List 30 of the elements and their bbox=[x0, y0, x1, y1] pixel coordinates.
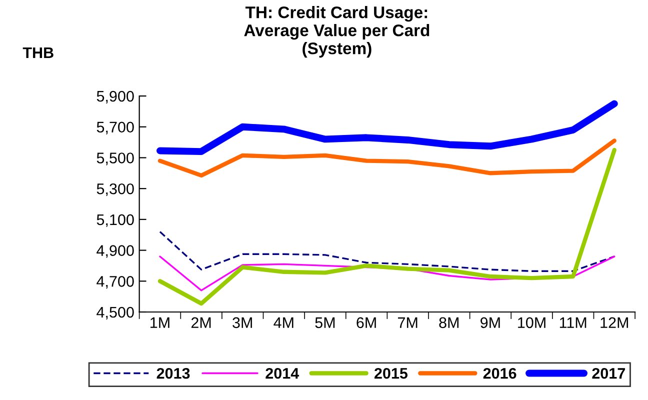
y-tick-label: 5,300 bbox=[96, 183, 134, 196]
x-tick-label: 10M bbox=[518, 317, 546, 328]
chart-title: TH: Credit Card Usage: Average Value per Card (System) bbox=[244, 6, 430, 58]
line-series bbox=[158, 148, 616, 306]
y-tick-label: 5,900 bbox=[96, 90, 134, 104]
legend-label: 2017 bbox=[592, 368, 625, 379]
x-tick-label: 7M bbox=[398, 317, 418, 328]
y-tick-label: 4,700 bbox=[96, 276, 134, 289]
x-tick-label: 1M bbox=[150, 317, 170, 328]
legend-label: 2013 bbox=[156, 368, 190, 379]
x-tick-label: 6M bbox=[356, 317, 376, 328]
legend-label: 2016 bbox=[483, 368, 516, 379]
x-tick-label: 8M bbox=[439, 317, 459, 328]
line-series bbox=[159, 230, 616, 272]
y-tick-label: 5,100 bbox=[96, 214, 134, 227]
x-tick-label: 2M bbox=[191, 317, 211, 328]
x-tick-label: 12M bbox=[600, 317, 628, 328]
x-tick-label: 5M bbox=[315, 317, 335, 328]
x-tick-label: 9M bbox=[480, 317, 500, 328]
x-tick-label: 4M bbox=[274, 317, 294, 328]
y-tick-label: 5,700 bbox=[96, 122, 134, 134]
y-tick-label: 5,500 bbox=[96, 152, 134, 166]
y-axis-title: THB bbox=[22, 47, 54, 58]
legend-label: 2015 bbox=[374, 368, 408, 379]
y-tick-label: 4,900 bbox=[96, 245, 134, 258]
x-tick-label: 11M bbox=[560, 317, 586, 328]
line-series bbox=[158, 138, 616, 178]
x-tick-label: 3M bbox=[232, 317, 252, 328]
y-tick-label: 4,500 bbox=[96, 306, 134, 320]
legend-label: 2014 bbox=[266, 368, 300, 379]
